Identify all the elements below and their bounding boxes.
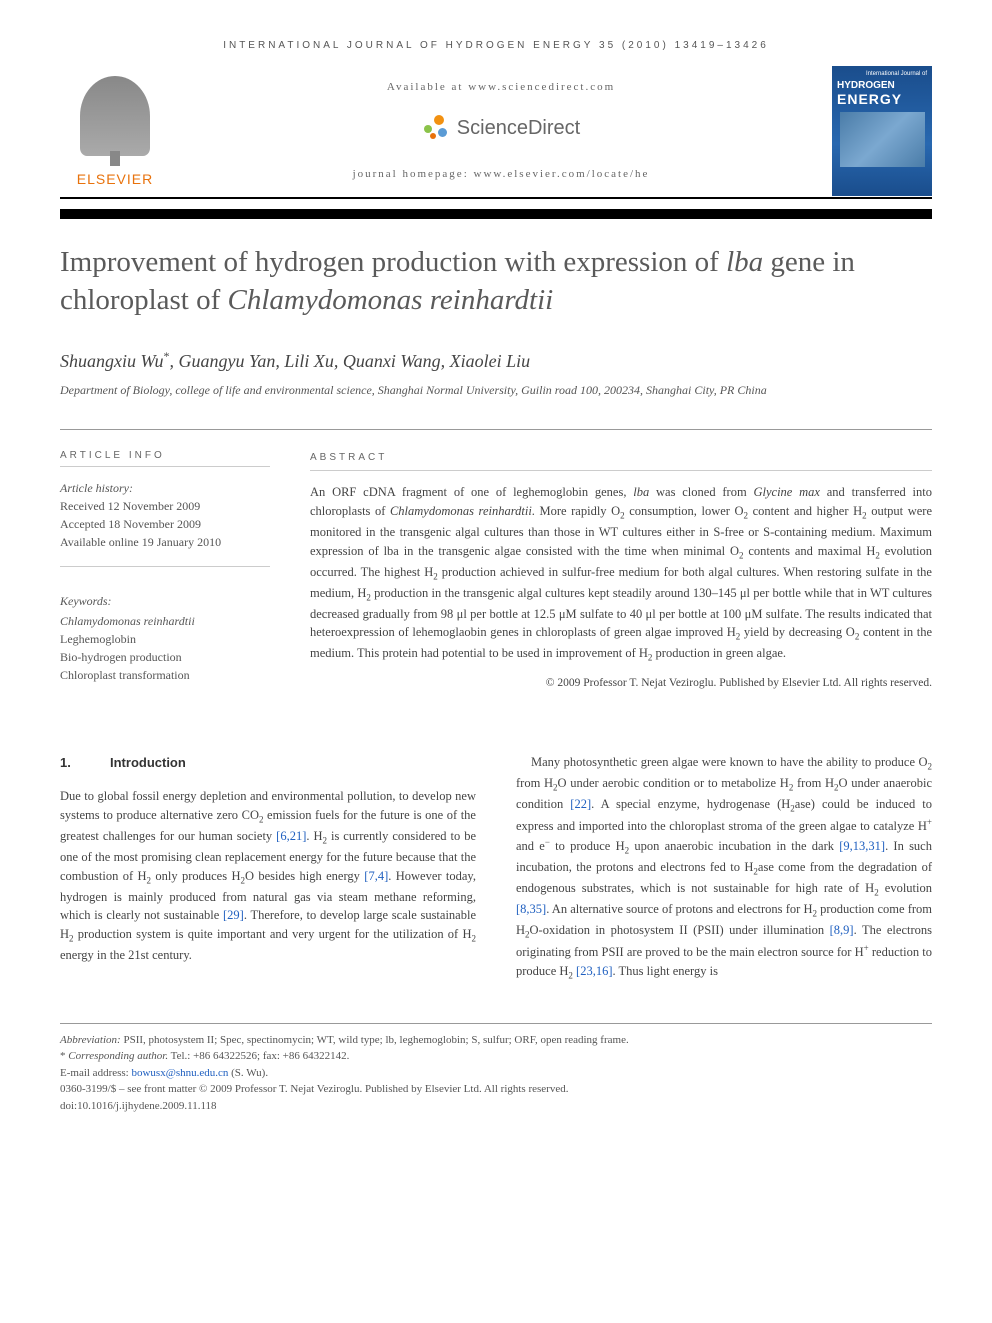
history-accepted: Accepted 18 November 2009 <box>60 515 270 533</box>
keyword-item: Chlamydomonas reinhardtii <box>60 612 270 630</box>
elsevier-name: ELSEVIER <box>60 171 170 187</box>
journal-reference-header: INTERNATIONAL JOURNAL OF HYDROGEN ENERGY… <box>60 40 932 51</box>
introduction-heading: 1.Introduction <box>60 753 476 773</box>
cover-top-label: International Journal of <box>837 71 927 77</box>
abbreviations-line: Abbreviation: PSII, photosystem II; Spec… <box>60 1032 932 1049</box>
email-line: E-mail address: bowusx@shnu.edu.cn (S. W… <box>60 1065 932 1082</box>
sciencedirect-wordmark: ScienceDirect <box>457 117 580 140</box>
article-info-label: ARTICLE INFO <box>60 450 270 467</box>
publisher-header-block: ELSEVIER Available at www.sciencedirect.… <box>60 66 932 199</box>
author-list: Shuangxiu Wu*, Guangyu Yan, Lili Xu, Qua… <box>60 349 932 372</box>
history-received: Received 12 November 2009 <box>60 497 270 515</box>
affiliation: Department of Biology, college of life a… <box>60 382 932 399</box>
abstract-copyright: © 2009 Professor T. Nejat Veziroglu. Pub… <box>310 675 932 692</box>
keyword-item: Leghemoglobin <box>60 630 270 648</box>
journal-cover-thumbnail: International Journal of HYDROGEN ENERGY <box>832 66 932 196</box>
author-names: Shuangxiu Wu*, Guangyu Yan, Lili Xu, Qua… <box>60 351 530 371</box>
cover-title-2: ENERGY <box>837 91 927 107</box>
intro-paragraph-2: Many photosynthetic green algae were kno… <box>516 753 932 983</box>
cover-title-1: HYDROGEN <box>837 80 927 91</box>
keywords-label: Keywords: <box>60 592 270 610</box>
section-number: 1. <box>60 753 110 773</box>
article-history: Article history: Received 12 November 20… <box>60 479 270 567</box>
abstract-label: ABSTRACT <box>310 450 932 471</box>
section-title: Introduction <box>110 755 186 770</box>
corresponding-author-line: * Corresponding author. Tel.: +86 643225… <box>60 1048 932 1065</box>
journal-homepage-text: journal homepage: www.elsevier.com/locat… <box>170 168 832 180</box>
abstract-block: ABSTRACT An ORF cDNA fragment of one of … <box>310 450 932 693</box>
keywords-block: Keywords: Chlamydomonas reinhardtii Legh… <box>60 592 270 684</box>
footer-block: Abbreviation: PSII, photosystem II; Spec… <box>60 1023 932 1115</box>
article-title: Improvement of hydrogen production with … <box>60 244 932 319</box>
sciencedirect-logo: ScienceDirect <box>422 113 580 143</box>
article-info-sidebar: ARTICLE INFO Article history: Received 1… <box>60 450 270 693</box>
body-column-left: 1.Introduction Due to global fossil ener… <box>60 753 476 983</box>
sciencedirect-block: Available at www.sciencedirect.com Scien… <box>170 66 832 195</box>
body-column-right: Many photosynthetic green algae were kno… <box>516 753 932 983</box>
info-abstract-row: ARTICLE INFO Article history: Received 1… <box>60 429 932 693</box>
elsevier-tree-icon <box>80 76 150 156</box>
elsevier-logo-block: ELSEVIER <box>60 66 170 197</box>
abstract-text: An ORF cDNA fragment of one of leghemogl… <box>310 483 932 665</box>
intro-paragraph-1: Due to global fossil energy depletion an… <box>60 787 476 965</box>
keyword-item: Bio-hydrogen production <box>60 648 270 666</box>
history-online: Available online 19 January 2010 <box>60 533 270 551</box>
issn-copyright-line: 0360-3199/$ – see front matter © 2009 Pr… <box>60 1081 932 1098</box>
available-at-text: Available at www.sciencedirect.com <box>170 81 832 93</box>
body-text-columns: 1.Introduction Due to global fossil ener… <box>60 753 932 983</box>
email-link[interactable]: bowusx@shnu.edu.cn <box>131 1067 228 1079</box>
keyword-item: Chloroplast transformation <box>60 666 270 684</box>
sciencedirect-swirl-icon <box>422 113 452 143</box>
title-separator-bar <box>60 209 932 219</box>
history-label: Article history: <box>60 479 270 497</box>
doi-line: doi:10.1016/j.ijhydene.2009.11.118 <box>60 1098 932 1115</box>
cover-image-icon <box>840 112 925 167</box>
